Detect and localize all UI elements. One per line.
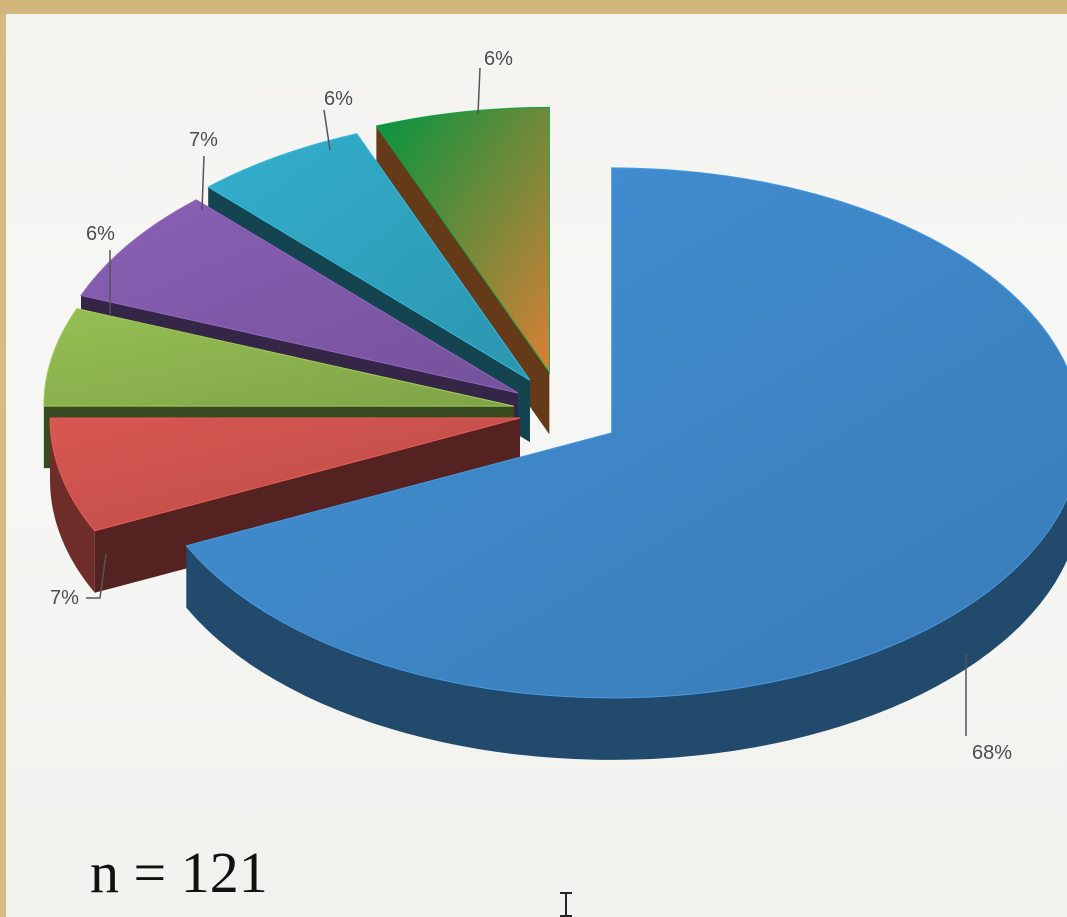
slice-label: 6% bbox=[484, 48, 513, 70]
slice-label: 6% bbox=[324, 88, 353, 110]
leader-line bbox=[477, 67, 481, 115]
pie-chart: 68% 7% 6% 7% 6% 6% bbox=[43, 48, 1067, 764]
monitor-bezel bbox=[0, 0, 1067, 14]
leader-line bbox=[323, 109, 331, 151]
leader-line bbox=[86, 553, 107, 599]
slice-label: 7% bbox=[189, 129, 218, 151]
text-cursor-icon bbox=[560, 892, 572, 917]
slice-label: 7% bbox=[50, 587, 79, 609]
screen: 68% 7% 6% 7% 6% 6% n = 121 bbox=[6, 14, 1067, 917]
slice-label: 68% bbox=[972, 742, 1012, 764]
slice-label: 6% bbox=[86, 223, 115, 245]
sample-size-label: n = 121 bbox=[90, 840, 268, 905]
leader-line bbox=[201, 155, 205, 211]
pie-slice bbox=[49, 417, 521, 593]
pie-slice bbox=[185, 167, 1067, 760]
